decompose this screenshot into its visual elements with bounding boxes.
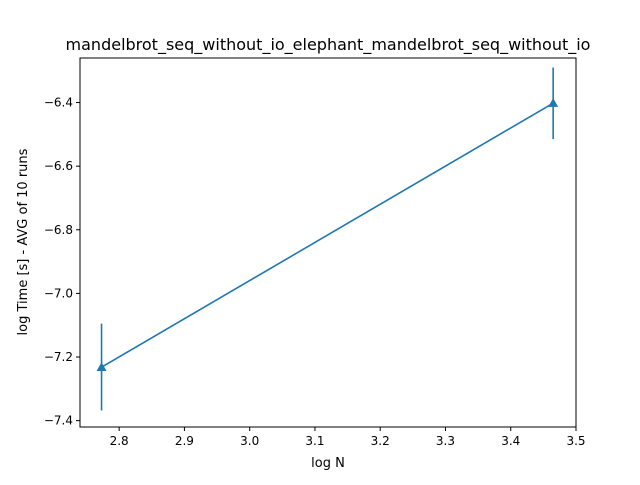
y-tick-label: −6.4 [44,96,73,110]
y-tick-label: −7.0 [44,286,73,300]
chart-title: mandelbrot_seq_without_io_elephant_mande… [66,35,591,55]
series-line [101,102,554,368]
x-tick-label: 3.0 [240,434,259,448]
x-tick-label: 3.5 [566,434,585,448]
plot-layer [96,67,559,411]
y-tick-label: −6.6 [44,159,73,173]
x-axis-ticks: 2.8 2.9 3.0 3.1 3.2 3.3 3.4 3.5 [110,427,586,448]
x-tick-label: 2.9 [175,434,194,448]
x-tick-label: 2.8 [110,434,129,448]
y-axis-ticks: −7.4 −7.2 −7.0 −6.8 −6.6 −6.4 [44,96,80,428]
y-tick-label: −7.4 [44,414,73,428]
y-tick-label: −7.2 [44,350,73,364]
x-tick-label: 3.3 [436,434,455,448]
y-axis-label: log Time [s] - AVG of 10 runs [16,148,31,335]
x-tick-label: 3.4 [501,434,520,448]
x-tick-label: 3.1 [305,434,324,448]
x-axis-label: log N [311,456,345,471]
plot-frame [79,57,577,428]
data-point-marker [96,362,107,371]
x-tick-label: 3.2 [371,434,390,448]
data-point-marker [548,98,559,107]
y-tick-label: −6.8 [44,223,73,237]
